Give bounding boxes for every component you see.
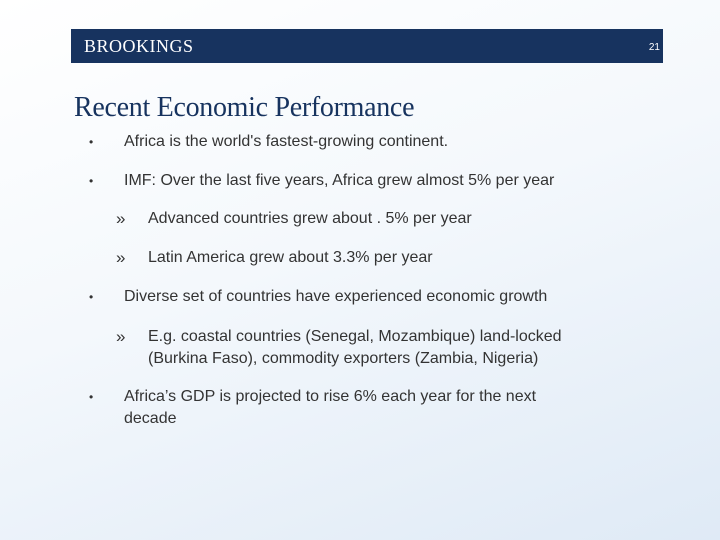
- sub-bullet-marker: »: [116, 327, 126, 346]
- header-band: BROOKINGS: [71, 29, 663, 63]
- bullet-marker: •: [89, 290, 94, 304]
- bullet-text-line1: Africa’s GDP is projected to rise 6% eac…: [124, 388, 537, 405]
- slide-title: Recent Economic Performance: [74, 92, 415, 123]
- bullet-text-line2: decade: [124, 410, 177, 427]
- sub-bullet-text-line2: (Burkina Faso), commodity exporters (Zam…: [148, 350, 539, 367]
- sub-bullet-marker: »: [116, 209, 126, 228]
- brookings-logo: BROOKINGS: [84, 36, 194, 56]
- sub-bullet-text: Advanced countries grew about . 5% per y…: [148, 210, 472, 227]
- bullet-text: Africa is the world's fastest-growing co…: [124, 133, 449, 150]
- bullet-text: Diverse set of countries have experience…: [124, 288, 548, 305]
- bullet-text: IMF: Over the last five years, Africa gr…: [124, 172, 555, 189]
- bullet-marker: •: [89, 135, 94, 149]
- sub-bullet-text: Latin America grew about 3.3% per year: [148, 249, 433, 266]
- sub-bullet-text-line1: E.g. coastal countries (Senegal, Mozambi…: [148, 328, 562, 345]
- page-number: 21: [648, 42, 660, 53]
- sub-bullet-marker: »: [116, 248, 126, 267]
- bullet-marker: •: [89, 174, 94, 188]
- bullet-marker: •: [89, 390, 94, 404]
